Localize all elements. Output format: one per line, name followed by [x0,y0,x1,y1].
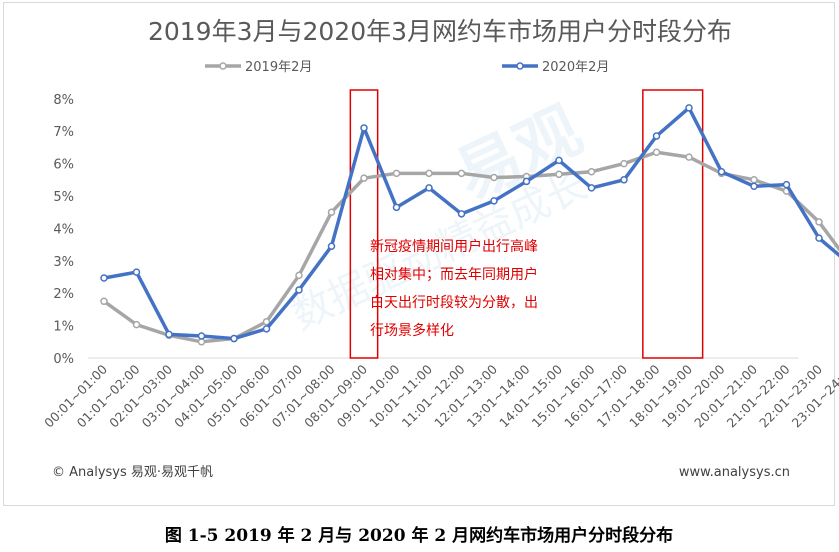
series-group [100,104,839,346]
data-point [717,167,726,176]
legend: 2019年2月 2020年2月 [205,60,609,75]
data-point [685,104,693,112]
y-tick-label: 2% [53,287,74,302]
legend-swatch-marker [219,62,227,70]
data-point [522,177,531,186]
y-tick-label: 6% [53,158,74,173]
data-point [262,317,271,326]
footer-url: www.analysys.cn [679,465,790,480]
data-point [750,182,758,191]
annotation-line-2: 相对集中；而去年同期用户 [370,266,538,283]
data-point [490,173,498,182]
data-point [815,218,823,226]
data-point [652,148,661,157]
y-tick-label: 8% [53,93,74,108]
data-point [132,320,141,329]
data-point [685,153,693,161]
highlight-boxes [349,89,704,359]
data-point [425,184,433,192]
data-point [230,334,238,343]
data-point [815,234,823,242]
data-point [392,203,401,212]
legend-label: 2019年2月 [245,60,312,75]
data-point [652,132,661,140]
data-point [360,124,368,132]
data-point [360,174,368,182]
data-point [750,176,758,184]
data-point [132,268,141,276]
y-tick-label: 1% [53,320,74,335]
x-axis: 00:01~01:0001:01~02:0002:01~03:0003:01~0… [41,361,839,430]
data-point [262,325,271,333]
data-point [100,297,108,306]
chart-title: 2019年3月与2020年3月网约车市场用户分时段分布 [148,17,732,46]
data-point [457,210,466,218]
data-point [327,208,336,216]
data-point [555,170,563,179]
data-point [392,169,401,178]
data-point [457,169,466,178]
y-tick-label: 0% [53,352,74,367]
data-point [555,156,563,165]
data-point [782,180,791,189]
data-point [620,176,628,184]
y-tick-label: 3% [53,255,74,270]
data-point [165,330,173,339]
footer-source: © Analysys 易观·易观千帆 [52,465,213,480]
data-point [197,332,206,340]
highlight-box-2 [642,89,704,359]
series-line [103,106,839,341]
legend-label: 2020年2月 [542,60,609,75]
annotation: 新冠疫情期间用户出行高峰 相对集中；而去年同期用户 白天出行时段较为分散，出 行… [370,238,538,339]
annotation-line-3: 白天出行时段较为分散，出 [370,295,538,311]
data-point [587,167,596,176]
y-tick-label: 5% [53,190,74,205]
series-2 [100,104,839,343]
annotation-line-4: 行场景多样化 [370,322,454,339]
figure-caption: 图 1-5 2019 年 2 月与 2020 年 2 月网约车市场用户分时段分布 [165,525,673,546]
data-point [490,197,498,205]
data-point [587,184,596,192]
data-point [327,242,336,250]
data-point [295,286,303,294]
data-point [295,271,303,280]
data-point [425,169,433,178]
data-point [100,274,108,282]
chart-frame [3,2,835,506]
y-tick-label: 7% [53,125,74,140]
highlight-box-1 [349,89,379,359]
annotation-line-1: 新冠疫情期间用户出行高峰 [370,238,538,255]
data-point [620,159,628,168]
y-tick-label: 4% [53,222,74,237]
legend-swatch-marker [516,62,524,70]
y-axis: 0% 1% 2% 3% 4% 5% 6% 7% 8% [53,93,798,367]
